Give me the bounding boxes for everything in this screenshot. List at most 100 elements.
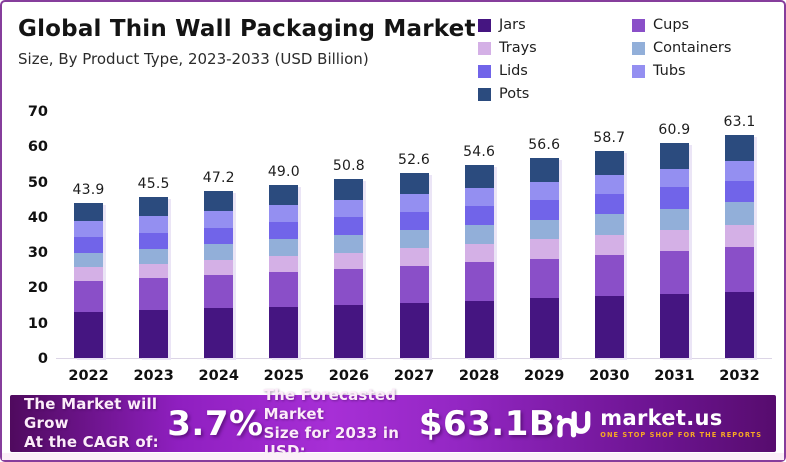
- bar-segment-trays: [659, 230, 689, 251]
- y-tick-label: 20: [27, 280, 48, 297]
- bar-segment-jars: [464, 300, 494, 358]
- bar-segment-lids: [529, 199, 559, 220]
- x-axis-label: 2031: [654, 368, 695, 384]
- bar-segment-containers: [334, 235, 364, 253]
- bar-segment-pots: [399, 172, 429, 195]
- y-tick-label: 40: [27, 209, 48, 226]
- bar-segment-trays: [334, 252, 364, 270]
- legend-label: Trays: [499, 40, 537, 56]
- bar-segment-jars: [269, 306, 299, 358]
- legend-item-lids: Lids: [478, 63, 628, 79]
- x-axis-label: 2027: [393, 368, 435, 384]
- bottom-strip: [2, 453, 784, 460]
- page-title: Global Thin Wall Packaging Market: [18, 16, 476, 42]
- bar-segment-trays: [204, 260, 234, 276]
- legend-swatch-pots: [478, 87, 491, 101]
- bar-segment-jars: [399, 302, 429, 358]
- bar-segment-lids: [204, 227, 234, 245]
- bar-segment-trays: [74, 267, 104, 282]
- y-tick-label: 50: [27, 174, 48, 191]
- legend-item-tubs: Tubs: [632, 63, 762, 79]
- stacked-bar: [269, 185, 299, 358]
- x-axis-label: 2029: [524, 368, 565, 384]
- bar-column-2028: 54.6: [447, 112, 512, 358]
- legend: Jars Cups Trays Containers Lids Tubs Pots: [478, 15, 768, 102]
- y-tick-label: 70: [27, 104, 48, 120]
- legend-label: Cups: [653, 17, 690, 33]
- bar-segment-jars: [74, 311, 104, 358]
- legend-item-cups: Cups: [632, 17, 762, 33]
- bar-segment-cups: [659, 250, 689, 294]
- bar-segment-tubs: [139, 216, 169, 233]
- bar-segment-trays: [724, 225, 754, 247]
- bar-segment-jars: [204, 308, 234, 358]
- bar-segment-lids: [74, 237, 104, 253]
- bar-total-label: 63.1: [723, 114, 756, 131]
- bar-segment-lids: [594, 193, 624, 215]
- legend-item-containers: Containers: [632, 40, 762, 56]
- bar-segment-cups: [594, 254, 624, 297]
- bar-segment-pots: [139, 197, 169, 217]
- x-axis-label: 2023: [133, 368, 174, 384]
- bar-total-label: 54.6: [463, 144, 496, 161]
- bar-segment-jars: [659, 293, 689, 358]
- bar-segment-tubs: [334, 199, 364, 218]
- bar-segment-pots: [334, 178, 364, 200]
- legend-item-trays: Trays: [478, 40, 628, 56]
- bar-segment-tubs: [74, 221, 104, 238]
- bar-segment-lids: [464, 205, 494, 225]
- chart: 0 10 20 30 40 50 60 70 43.9 45.5 47.2 49.0 50.8 52.6…: [2, 104, 784, 367]
- bar-segment-lids: [334, 217, 364, 236]
- legend-item-jars: Jars: [478, 17, 628, 33]
- bar-segment-tubs: [269, 205, 299, 223]
- bar-total-label: 47.2: [202, 170, 235, 187]
- legend-swatch-lids: [478, 64, 491, 78]
- bar-segment-pots: [204, 191, 234, 211]
- stacked-bar: [399, 172, 429, 358]
- title-block: Global Thin Wall Packaging Market Size, …: [18, 15, 476, 102]
- forecast-label: The Forecasted Market Size for 2033 in U…: [264, 386, 419, 461]
- x-axis-label: 2032: [719, 368, 760, 384]
- bar-segment-containers: [529, 219, 559, 240]
- bar-column-2022: 43.9: [56, 112, 121, 358]
- brand-text: market.us ONE STOP SHOP FOR THE REPORTS: [600, 408, 762, 439]
- bar-segment-tubs: [464, 187, 494, 206]
- bar-segment-tubs: [529, 181, 559, 200]
- cagr-label-line1: The Market will Grow: [24, 395, 158, 433]
- forecast-label-line1: The Forecasted Market: [263, 386, 397, 423]
- bar-segment-lids: [659, 187, 689, 209]
- bar-segment-pots: [74, 203, 104, 222]
- bar-segment-cups: [334, 269, 364, 305]
- x-axis-label: 2022: [68, 368, 109, 384]
- stacked-bar: [74, 203, 104, 358]
- bar-segment-tubs: [399, 194, 429, 212]
- bar-segment-tubs: [659, 168, 689, 188]
- footer-banner: The Market will Grow At the CAGR of: 3.7…: [10, 386, 776, 460]
- bar-segment-containers: [464, 224, 494, 244]
- bar-segment-cups: [204, 275, 234, 309]
- legend-label: Containers: [653, 40, 732, 56]
- legend-label: Lids: [499, 63, 528, 79]
- stacked-bar: [659, 143, 689, 358]
- stacked-bar: [334, 178, 364, 358]
- legend-label: Tubs: [653, 63, 686, 79]
- y-tick-label: 0: [37, 351, 48, 367]
- x-axis-label: 2028: [458, 368, 500, 384]
- bar-column-2027: 52.6: [381, 112, 446, 358]
- bar-segment-pots: [724, 135, 754, 162]
- bar-segment-containers: [204, 244, 234, 261]
- bar-segment-cups: [529, 258, 559, 299]
- brand-logo: market.us ONE STOP SHOP FOR THE REPORTS: [555, 408, 762, 439]
- bar-column-2025: 49.0: [251, 112, 316, 358]
- bar-segment-jars: [724, 291, 754, 358]
- stacked-bar: [139, 197, 169, 358]
- stacked-bar: [204, 191, 234, 358]
- bar-segment-lids: [724, 180, 754, 203]
- bar-segment-containers: [269, 239, 299, 257]
- bar-column-2030: 58.7: [577, 112, 642, 358]
- bar-total-label: 49.0: [267, 164, 300, 181]
- y-tick-label: 10: [27, 315, 48, 332]
- bar-segment-containers: [724, 202, 754, 226]
- cagr-value: 3.7%: [167, 403, 264, 444]
- bar-segment-cups: [724, 246, 754, 292]
